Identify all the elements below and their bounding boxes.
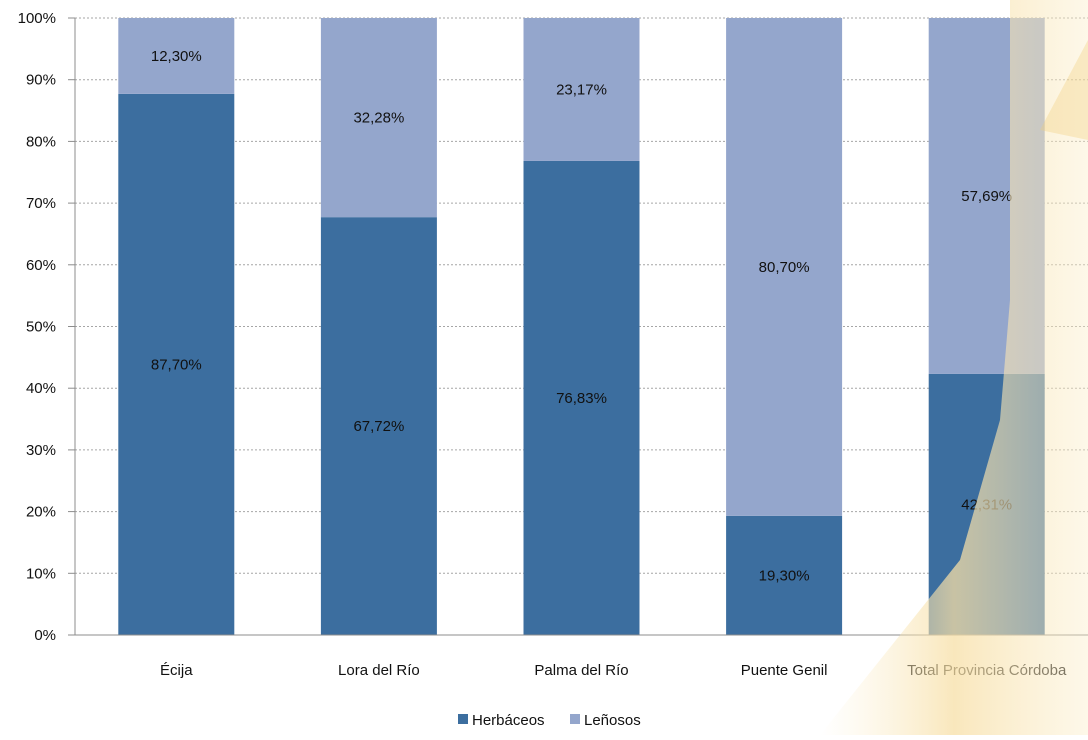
y-tick-label: 30% [26, 442, 56, 459]
gridlines [75, 17, 1088, 574]
legend-swatch-lenosos [570, 714, 580, 724]
legend-swatch-herbaceos [458, 714, 468, 724]
data-label: 23,17% [556, 81, 607, 98]
data-label: 76,83% [556, 390, 607, 407]
data-label: 87,70% [151, 356, 202, 373]
data-label: 19,30% [759, 567, 810, 584]
bar-segment-herbaceos [118, 93, 235, 636]
x-category-label: Lora del Río [338, 662, 420, 679]
bar-segment-lenosos [320, 18, 437, 218]
data-label: 32,28% [353, 110, 404, 127]
x-category-label: Palma del Río [534, 662, 628, 679]
x-category-label: Écija [160, 662, 193, 679]
axes: 0% 10% 20% 30% 40% 50% 60% 70% 80% 90% 100% Écija Lo… [18, 10, 1088, 679]
bar-segment-herbaceos [523, 160, 640, 635]
data-label: 57,69% [961, 188, 1012, 205]
data-label: 67,72% [353, 418, 404, 435]
y-tick-label: 70% [26, 195, 56, 212]
y-tick-label: 40% [26, 380, 56, 397]
background-accent-shape [820, 0, 1088, 735]
x-category-label: Puente Genil [741, 662, 828, 679]
bar-segment-herbaceos [320, 217, 437, 635]
background-accent-facet [1040, 40, 1088, 140]
y-tick-label: 20% [26, 504, 56, 521]
y-tick-label: 10% [26, 565, 56, 582]
legend-label: Leñosos [584, 712, 641, 729]
y-tick-label: 100% [18, 10, 56, 27]
y-tick-label: 50% [26, 319, 56, 336]
y-tick-label: 90% [26, 72, 56, 89]
data-label: 12,30% [151, 48, 202, 65]
bar-segment-lenosos [726, 18, 843, 516]
legend-label: Herbáceos [472, 712, 545, 729]
data-label: 80,70% [759, 259, 810, 276]
legend: Herbáceos Leñosos [458, 712, 641, 729]
bar-segment-lenosos [118, 18, 235, 94]
bar-segment-lenosos [523, 18, 640, 161]
bar-segment-herbaceos [726, 515, 843, 635]
y-tick-label: 0% [34, 627, 56, 644]
y-tick-label: 60% [26, 257, 56, 274]
y-tick-label: 80% [26, 133, 56, 150]
